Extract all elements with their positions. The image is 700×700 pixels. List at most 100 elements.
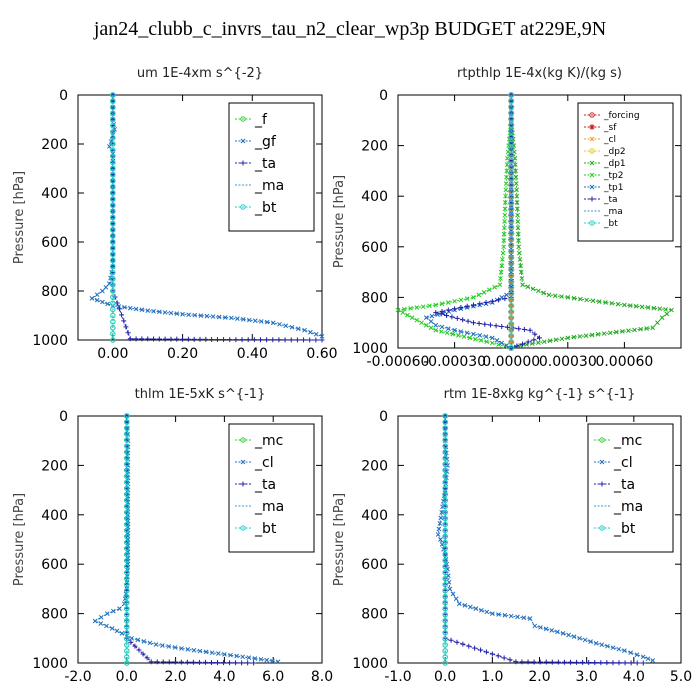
chart-thlm-point: [124, 581, 130, 588]
chart-rtm-point: [634, 660, 640, 666]
chart-rtpthlp-point: [532, 331, 538, 337]
chart-rtm-point: [467, 604, 473, 610]
chart-rtm-point: [495, 653, 501, 659]
chart-rtpthlp-point: [609, 300, 615, 306]
chart-um-point: [110, 294, 116, 300]
chart-thlm-point: [124, 455, 130, 461]
chart-rtpthlp-point: [536, 288, 541, 294]
chart-thlm-ylabel: Pressure [hPa]: [12, 493, 27, 586]
chart-thlm-point: [124, 473, 130, 479]
chart-rtpthlp-legend-marker: [589, 196, 595, 202]
chart-um-point: [156, 336, 162, 342]
chart-rtpthlp-point: [514, 193, 520, 199]
chart-rtpthlp-point: [508, 134, 514, 140]
chart-thlm-xtick-label: 8.0: [311, 669, 333, 685]
chart-rtm-point: [442, 491, 448, 498]
chart-um-point: [156, 309, 162, 315]
chart-rtpthlp-point: [481, 289, 487, 295]
chart-rtm-point: [442, 606, 448, 612]
chart-rtm-point: [442, 449, 448, 455]
chart-um-point: [233, 337, 239, 343]
chart-rtpthlp-point: [496, 297, 502, 303]
chart-rtpthlp-point: [559, 336, 565, 342]
chart-um-ytick-label: 800: [41, 284, 68, 300]
chart-thlm-point: [124, 618, 130, 624]
chart-um-point: [110, 104, 116, 110]
chart-um-point: [110, 220, 116, 227]
chart-rtm-point: [454, 639, 460, 645]
chart-thlm-point: [104, 611, 110, 616]
chart-rtm-point: [442, 497, 448, 504]
chart-rtm-point: [604, 660, 610, 666]
chart-rtm-point: [588, 639, 593, 644]
chart-thlm-point: [153, 642, 159, 647]
chart-rtm-point: [531, 659, 537, 665]
chart-um-point: [283, 323, 289, 329]
chart-rtpthlp-legend-marker: [589, 172, 595, 178]
chart-rtm-point: [496, 612, 501, 617]
chart-rtpthlp-point: [428, 319, 434, 324]
chart-rtpthlp-ylabel: Pressure [hPa]: [332, 175, 347, 268]
chart-thlm-point: [196, 659, 202, 665]
chart-um-point: [127, 336, 133, 342]
chart-rtpthlp-point: [589, 332, 595, 338]
chart-rtm-point: [580, 659, 586, 665]
chart-rtm-point: [574, 659, 580, 665]
chart-um-point: [221, 337, 227, 343]
chart-rtpthlp-point: [508, 273, 514, 279]
chart-thlm-point: [154, 659, 160, 665]
chart-rtpthlp-point: [645, 305, 651, 310]
chart-rtpthlp-point: [464, 330, 470, 336]
chart-thlm-point: [144, 655, 150, 661]
chart-rtm-point: [484, 609, 490, 615]
chart-rtpthlp-xtick-label: 0.00030: [539, 354, 597, 370]
chart-thlm-point: [184, 659, 190, 665]
chart-rtm-point: [538, 625, 543, 630]
chart-rtpthlp-point: [615, 301, 621, 307]
chart-rtpthlp-legend-label: _bt: [603, 219, 618, 229]
chart-um-point: [145, 308, 151, 313]
chart-thlm-ytick-label: 0: [59, 409, 68, 425]
chart-rtpthlp-point: [478, 338, 484, 343]
chart-um-point: [251, 337, 257, 343]
chart-rtm-point: [502, 612, 508, 618]
chart-um-point: [185, 336, 191, 342]
chart-rtpthlp-point: [502, 225, 507, 231]
chart-rtpthlp-point: [508, 260, 514, 267]
chart-um-point: [110, 245, 116, 251]
chart-rtm-point: [442, 431, 448, 437]
chart-thlm-point: [124, 539, 130, 546]
chart-rtpthlp-point: [502, 296, 508, 302]
chart-um-point: [180, 311, 185, 317]
chart-rtpthlp-point: [508, 333, 514, 339]
chart-um-point: [110, 276, 116, 282]
chart-rtpthlp-point: [508, 146, 514, 152]
chart-rtm-point: [438, 537, 443, 542]
chart-rtpthlp-point: [620, 329, 625, 334]
chart-um-point: [227, 337, 233, 343]
chart-um-ytick-label: 600: [41, 235, 68, 251]
chart-rtm-point: [650, 658, 656, 663]
chart-thlm-point: [264, 657, 270, 663]
chart-rtm-point: [622, 648, 627, 654]
figure-title: jan24_clubb_c_invrs_tau_n2_clear_wp3p BU…: [93, 18, 607, 40]
chart-rtpthlp-point: [515, 231, 521, 237]
chart-rtpthlp-point: [508, 206, 514, 213]
chart-rtpthlp-point: [541, 339, 547, 345]
chart-rtpthlp-point: [508, 218, 514, 225]
chart-rtpthlp-ytick-label: 0: [379, 88, 388, 104]
chart-rtpthlp-point: [508, 309, 514, 315]
chart-rtpthlp-point: [508, 176, 514, 183]
chart-rtpthlp-point: [395, 307, 401, 313]
chart-thlm-point: [172, 659, 178, 665]
chart-rtpthlp-point: [590, 298, 596, 304]
chart-um-point: [252, 318, 258, 324]
chart-um-point: [245, 337, 251, 343]
chart-um-point: [288, 337, 294, 343]
chart-rtpthlp-title: rtpthlp 1E-4x(kg K)/(kg s): [457, 66, 622, 81]
chart-rtm-point: [489, 651, 495, 657]
chart-rtpthlp-point: [433, 322, 439, 328]
chart-thlm-legend-marker: [240, 437, 246, 443]
chart-rtpthlp-point: [498, 269, 504, 275]
chart-rtm-point: [478, 607, 484, 613]
